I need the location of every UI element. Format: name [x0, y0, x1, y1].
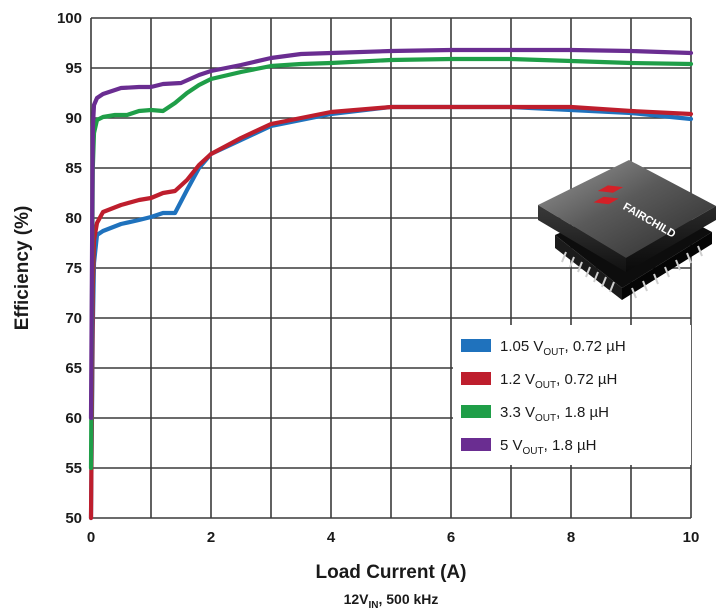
x-tick-label: 8 [567, 529, 575, 546]
y-axis-title: Efficiency (%) [12, 206, 33, 331]
y-tick-label: 50 [65, 510, 82, 527]
x-tick-label: 0 [87, 529, 95, 546]
series-lines [88, 47, 694, 521]
y-tick-label: 55 [65, 460, 82, 477]
caption-rest: , 500 kHz [378, 591, 438, 607]
y-tick-label: 85 [65, 160, 82, 177]
chart-caption: 12VIN, 500 kHz [344, 591, 439, 610]
series-line-4 [88, 47, 694, 421]
y-tick-label: 80 [65, 210, 82, 227]
caption-main: 12V [344, 591, 370, 607]
legend: 1.05 VOUT, 0.72 µH 1.2 VOUT, 0.72 µH 3.3 V… [453, 325, 691, 465]
y-tick-label: 65 [65, 360, 82, 377]
legend-box [453, 325, 691, 465]
legend-label: 5 VOUT, 1.8 µH [500, 437, 596, 457]
legend-swatch [461, 438, 491, 451]
fairchild-chip-image: FAIRCHILD [538, 160, 716, 300]
legend-swatch [461, 405, 491, 418]
y-tick-label: 90 [65, 110, 82, 127]
caption-subscript: IN [368, 600, 378, 610]
legend-swatch [461, 372, 491, 385]
legend-label: 1.05 VOUT, 0.72 µH [500, 338, 626, 358]
legend-label: 1.2 VOUT, 0.72 µH [500, 371, 617, 391]
x-tick-label: 6 [447, 529, 455, 546]
y-tick-label: 60 [65, 410, 82, 427]
x-tick-label: 4 [327, 529, 336, 546]
tick-labels: 50 55 60 65 70 75 80 85 90 95 100 0 2 4 6 8 10 [57, 10, 699, 546]
y-tick-label: 75 [65, 260, 82, 277]
x-tick-label: 10 [683, 529, 700, 546]
y-tick-label: 70 [65, 310, 82, 327]
x-axis-title: Load Current (A) [316, 562, 467, 583]
series-line-2 [88, 104, 694, 521]
series-line-3 [88, 56, 694, 471]
legend-label: 3.3 VOUT, 1.8 µH [500, 404, 609, 424]
y-tick-label: 95 [65, 60, 82, 77]
y-tick-label: 100 [57, 10, 82, 27]
x-tick-label: 2 [207, 529, 215, 546]
legend-swatch [461, 339, 491, 352]
chip-pins [561, 245, 703, 299]
